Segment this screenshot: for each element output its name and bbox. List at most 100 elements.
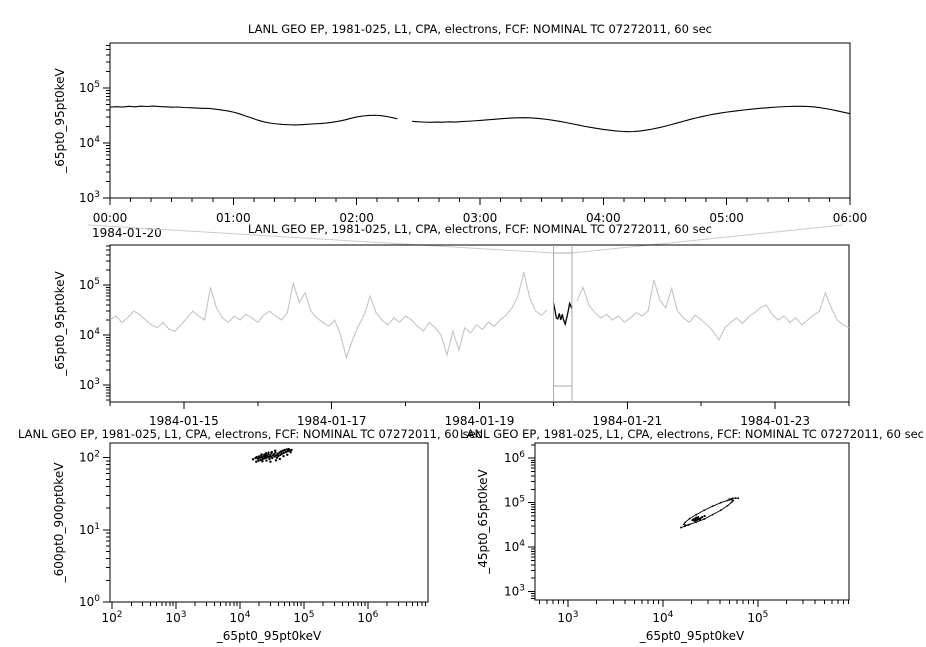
- tick-label: 104: [79, 135, 100, 150]
- data-point: [258, 456, 262, 459]
- panel-title: LANL GEO EP, 1981-025, L1, CPA, electron…: [18, 427, 482, 441]
- data-point: [285, 448, 289, 451]
- tick-label: 106: [357, 610, 378, 625]
- panel-title: LANL GEO EP, 1981-025, L1, CPA, electron…: [460, 427, 924, 441]
- data-point: [286, 450, 290, 453]
- x-axis[interactable]: 1984-01-15 1984-01-17 1984-01-19 1984-01-21…: [109, 402, 850, 428]
- data-point: [698, 518, 701, 521]
- data-point: [279, 450, 283, 453]
- data-point: [284, 450, 287, 454]
- y-axis[interactable]: 103 104 105 _65pt0_95pt0keV: [53, 245, 110, 401]
- x-axis[interactable]: 102 103 104 105 106 _65pt0_95pt0keV: [102, 602, 427, 643]
- data-point: [684, 521, 687, 524]
- x-tick-label: 00:00: [93, 211, 128, 225]
- tick-label: 102: [102, 610, 123, 625]
- data-point: [267, 455, 271, 459]
- x-axis-title: _65pt0_95pt0keV: [216, 629, 322, 643]
- data-point: [276, 452, 279, 456]
- tick-label: 105: [79, 80, 100, 95]
- data-point: [730, 498, 733, 501]
- tick-label: 103: [504, 584, 525, 599]
- data-point: [283, 448, 286, 452]
- data-point: [737, 497, 740, 500]
- zoom-connector-line: [87, 224, 554, 254]
- x-tick-label: 03:00: [463, 211, 498, 225]
- data-point: [273, 449, 277, 452]
- data-point: [726, 504, 729, 507]
- y-axis-title: _45pt0_65pt0keV: [476, 468, 490, 574]
- plot-area[interactable]: [109, 244, 850, 403]
- plot-area[interactable]: [109, 442, 429, 603]
- data-point: [731, 497, 734, 500]
- data-point: [274, 451, 277, 454]
- tick-label: 105: [504, 495, 525, 510]
- data-point: [274, 459, 278, 462]
- data-point: [286, 453, 289, 456]
- data-point: [719, 509, 722, 512]
- zoom-connector-line: [571, 224, 844, 254]
- y-axis[interactable]: 103 104 105 106 _45pt0_65pt0keV: [476, 444, 535, 599]
- series-dense-knot: [691, 514, 706, 522]
- data-point: [271, 456, 274, 460]
- panel-scatter-600-900keV[interactable]: 102 103 104 105 106 _65pt0_95pt0keV 100 101 102 _…: [18, 427, 482, 643]
- data-point: [282, 451, 286, 455]
- data-point: [267, 451, 270, 454]
- plot-area[interactable]: [534, 442, 850, 601]
- x-axis[interactable]: 00:00 01:00 02:00 03:00 04:00 05:00 06:00 1984-…: [92, 198, 867, 240]
- panel-title: LANL GEO EP, 1981-025, L1, CPA, electron…: [248, 22, 712, 36]
- x-tick-label: 06:00: [833, 211, 868, 225]
- data-point: [696, 517, 699, 520]
- series-electron-flux-65-95keV-overview: [576, 280, 850, 342]
- x-tick-label: 1984-01-23: [740, 414, 810, 428]
- tick-label: 104: [79, 327, 100, 342]
- data-point: [734, 497, 737, 499]
- series-upper-streak: [729, 497, 739, 500]
- data-point: [268, 457, 271, 461]
- tick-label: 104: [652, 610, 673, 625]
- tick-label: 106: [504, 450, 525, 465]
- data-point: [260, 453, 263, 456]
- data-point: [701, 515, 704, 519]
- data-point: [687, 524, 690, 526]
- data-point: [265, 456, 268, 459]
- data-point: [730, 501, 733, 504]
- x-tick-label: 1984-01-21: [592, 414, 662, 428]
- series-flux-correlation-cluster: [251, 447, 293, 463]
- data-point: [711, 505, 714, 508]
- panel-timeseries-zoom[interactable]: 00:00 01:00 02:00 03:00 04:00 05:00 06:00 1984-…: [53, 22, 867, 240]
- tick-label: 102: [79, 450, 100, 465]
- panel-timeseries-context[interactable]: 1984-01-15 1984-01-17 1984-01-19 1984-01-21…: [53, 222, 850, 428]
- tick-label: 103: [165, 610, 186, 625]
- series-hysteresis-loop: [682, 498, 735, 527]
- x-axis-title: _65pt0_95pt0keV: [639, 629, 745, 643]
- selection-box[interactable]: [552, 245, 573, 402]
- x-axis-date-label: 1984-01-20: [92, 226, 162, 240]
- tick-label: 103: [79, 190, 100, 205]
- series-hysteresis-loop: [683, 499, 734, 526]
- data-point: [290, 448, 293, 452]
- x-tick-label: 1984-01-17: [297, 414, 367, 428]
- data-point: [265, 459, 268, 462]
- x-axis[interactable]: 103 104 105_65pt0_95pt0keV: [538, 600, 850, 643]
- y-axis[interactable]: 100 101 102 _600pt0_900pt0keV: [52, 450, 110, 609]
- data-point: [261, 457, 265, 461]
- y-axis[interactable]: 103 104 105 _65pt0_95pt0keV: [53, 44, 110, 205]
- x-tick-label: 01:00: [216, 211, 251, 225]
- data-point: [728, 498, 731, 501]
- data-point: [680, 526, 682, 529]
- data-point: [726, 499, 729, 502]
- data-point: [259, 458, 262, 462]
- tick-label: 104: [504, 539, 525, 554]
- data-point: [691, 519, 694, 522]
- data-point: [255, 460, 258, 463]
- x-tick-label: 1984-01-15: [149, 414, 219, 428]
- panel-scatter-45-65keV[interactable]: 103 104 105 _65pt0_95pt0keV 103 104 105 106 _45p…: [460, 427, 924, 643]
- panel-title: LANL GEO EP, 1981-025, L1, CPA, electron…: [248, 222, 712, 236]
- tick-label: 103: [557, 610, 578, 625]
- x-tick-label: 05:00: [709, 211, 744, 225]
- data-point: [269, 460, 272, 463]
- data-point: [688, 517, 691, 520]
- tick-label: 103: [79, 377, 100, 392]
